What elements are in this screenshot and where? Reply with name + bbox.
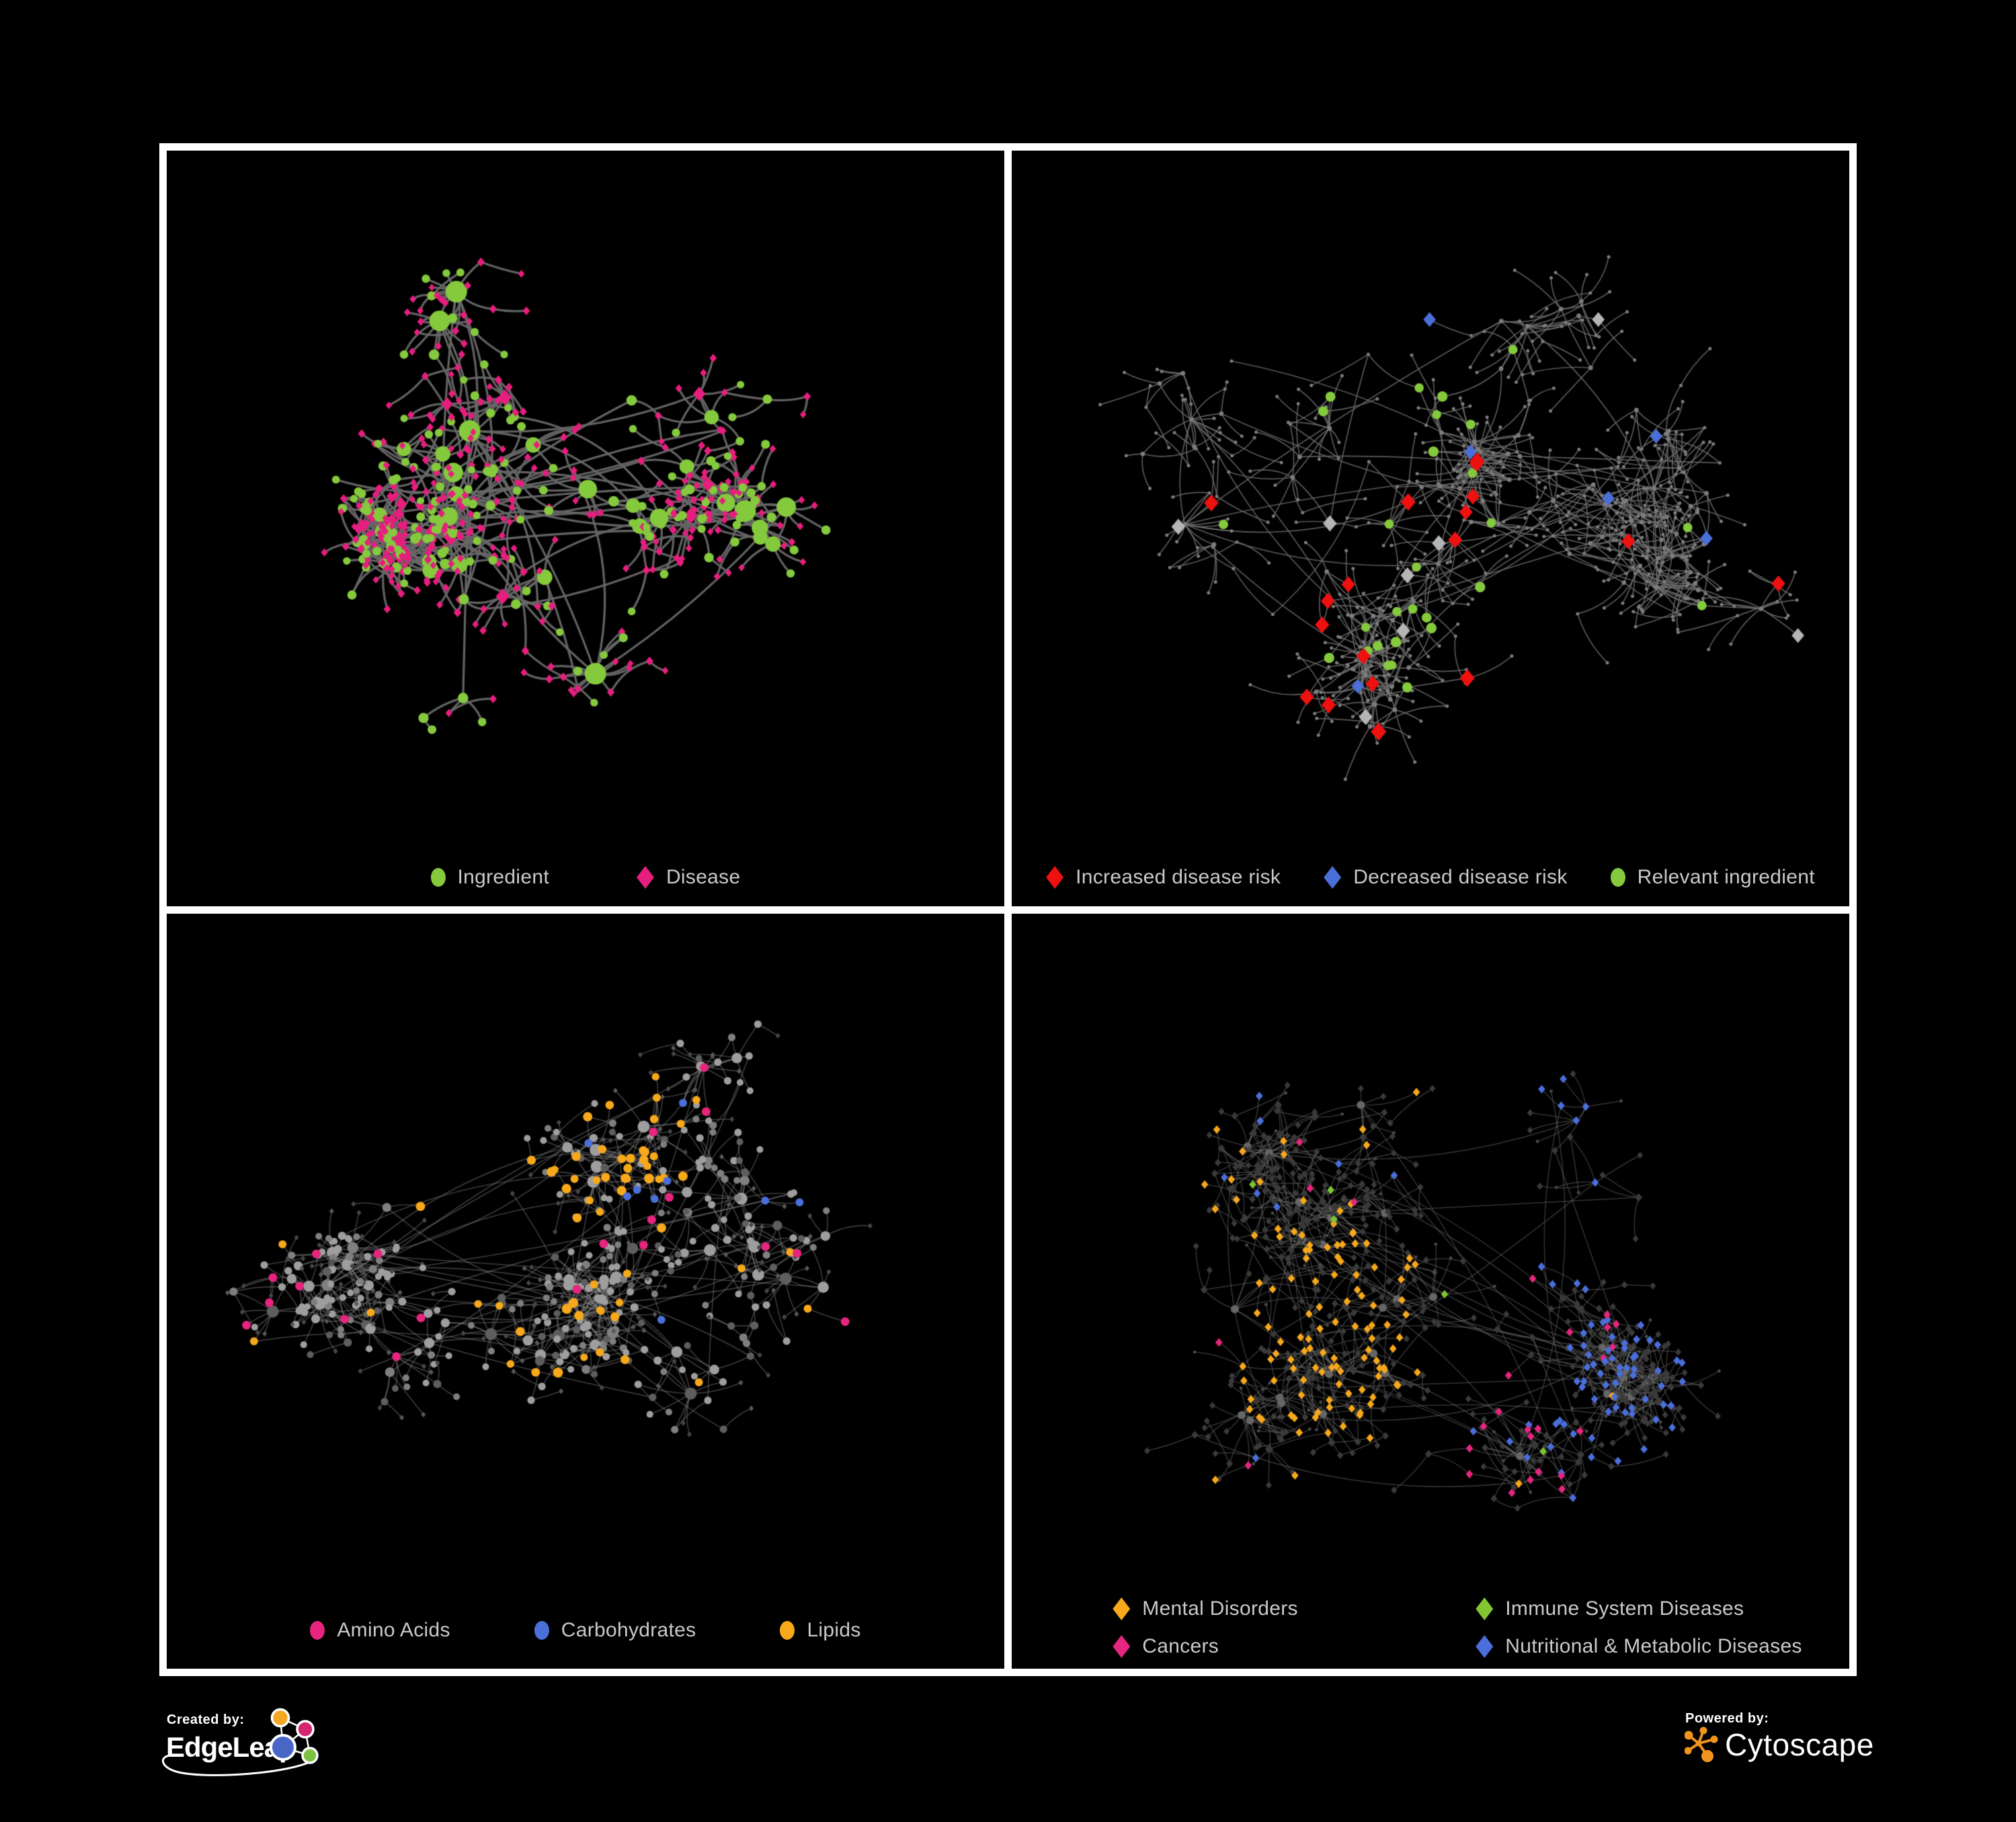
legend-item-decreased-risk: Decreased disease risk (1324, 866, 1567, 889)
legend-label: Nutritional & Metabolic Diseases (1505, 1635, 1802, 1657)
chemical-class-network-canvas (167, 914, 1004, 1669)
legend-label: Cancers (1142, 1635, 1219, 1657)
edgeleap-logo: EdgeLeap (162, 1708, 319, 1776)
decreased-risk-node-icon (1324, 866, 1342, 889)
legend-item-relevant-ingredient: Relevant ingredient (1610, 866, 1815, 889)
legend-item-increased-risk: Increased disease risk (1046, 866, 1281, 889)
disease-node-icon (636, 866, 654, 889)
ingredient-disease-legend: Ingredient Disease (167, 866, 1004, 889)
disease-class-network-canvas (1012, 914, 1849, 1669)
panel-disease-class-network: Mental Disorders Immune System Diseases … (1004, 906, 1857, 1676)
legend-item-mental-disorders: Mental Disorders (1113, 1597, 1476, 1620)
immune-system-diseases-node-icon (1476, 1597, 1494, 1620)
nutritional-metabolic-diseases-node-icon (1476, 1635, 1494, 1658)
legend-item-immune-system-diseases: Immune System Diseases (1476, 1597, 1802, 1620)
lipids-node-icon (780, 1621, 795, 1640)
legend-label: Ingredient (457, 866, 549, 888)
increased-risk-node-icon (1046, 866, 1064, 889)
legend-label: Decreased disease risk (1353, 866, 1568, 888)
created-by-label: Created by: (167, 1712, 245, 1727)
cancers-node-icon (1113, 1635, 1131, 1658)
legend-label: Relevant ingredient (1637, 866, 1815, 888)
legend-label: Disease (666, 866, 741, 888)
legend-label: Increased disease risk (1076, 866, 1281, 888)
legend-label: Lipids (807, 1619, 861, 1641)
mental-disorders-node-icon (1113, 1597, 1131, 1620)
legend-item-disease: Disease (636, 866, 741, 889)
disease-risk-network-canvas (1012, 151, 1849, 906)
legend-item-ingredient: Ingredient (430, 866, 549, 889)
edgeleap-green-node-icon (301, 1747, 319, 1764)
edgeleap-swoosh (162, 1754, 316, 1776)
cytoscape-logo-icon (1685, 1727, 1718, 1762)
legend-label: Immune System Diseases (1505, 1597, 1744, 1620)
cytoscape-brand: Cytoscape (1685, 1727, 1874, 1763)
disease-class-legend: Mental Disorders Immune System Diseases … (1113, 1597, 1802, 1658)
carbohydrates-node-icon (534, 1621, 549, 1640)
relevant-ingredient-node-icon (1610, 868, 1625, 887)
disease-risk-legend: Increased disease risk Decreased disease… (1012, 866, 1849, 889)
legend-label: Amino Acids (337, 1619, 450, 1641)
cytoscape-wordmark: Cytoscape (1725, 1727, 1874, 1762)
chemical-class-legend: Amino Acids Carbohydrates Lipids (167, 1619, 1004, 1642)
ingredient-disease-network-canvas (167, 151, 1004, 906)
edgeleap-pink-node-icon (296, 1720, 315, 1739)
legend-item-lipids: Lipids (780, 1619, 860, 1642)
powered-by-label: Powered by: (1685, 1711, 1769, 1726)
legend-item-carbohydrates: Carbohydrates (534, 1619, 696, 1642)
panel-ingredient-disease-network: Ingredient Disease (159, 143, 1012, 914)
legend-label: Mental Disorders (1142, 1597, 1298, 1620)
legend-label: Carbohydrates (561, 1619, 696, 1641)
amino-acids-node-icon (310, 1621, 325, 1640)
edgeleap-blue-node-icon (270, 1734, 296, 1761)
edgeleap-orange-node-icon (270, 1708, 290, 1728)
panel-disease-risk-network: Increased disease risk Decreased disease… (1004, 143, 1857, 914)
ingredient-node-icon (430, 868, 446, 887)
legend-item-cancers: Cancers (1113, 1635, 1476, 1658)
panel-chemical-class-network: Amino Acids Carbohydrates Lipids (159, 906, 1012, 1676)
legend-item-amino-acids: Amino Acids (310, 1619, 450, 1642)
legend-item-nutritional-metabolic-diseases: Nutritional & Metabolic Diseases (1476, 1635, 1802, 1658)
